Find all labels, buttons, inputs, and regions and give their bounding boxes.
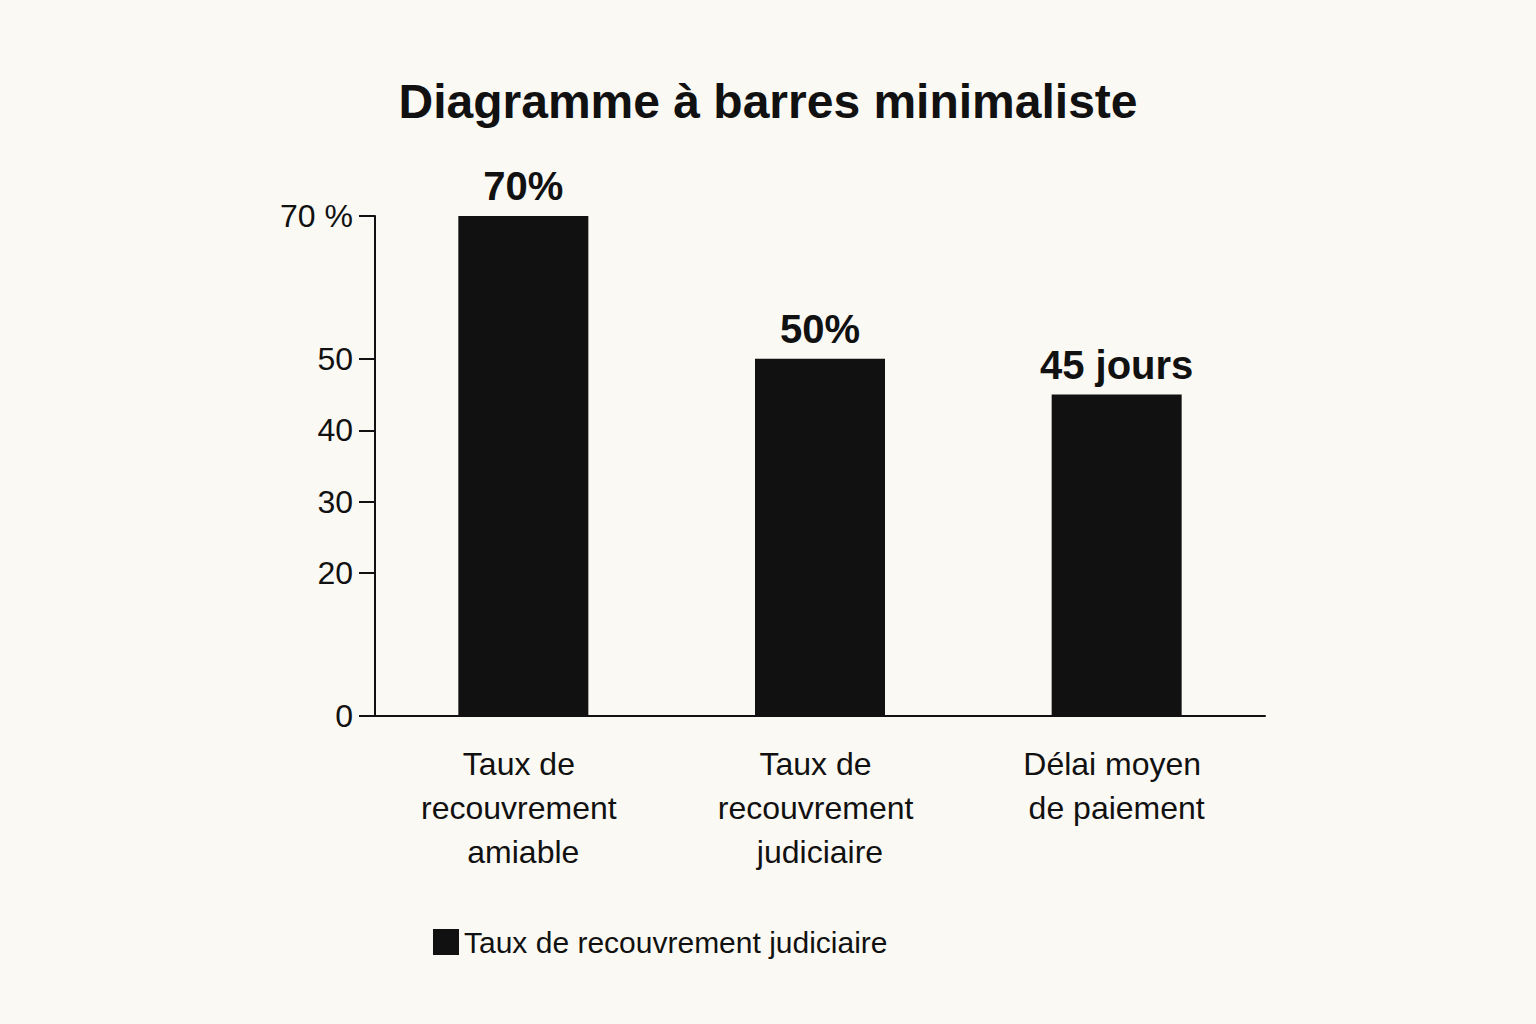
svg-text:Délai moyen: Délai moyen: [1023, 746, 1210, 782]
svg-text:Taux de: Taux de: [760, 746, 881, 782]
svg-text:de paiement: de paiement: [1029, 790, 1205, 826]
svg-text:50: 50: [317, 341, 353, 377]
svg-text:20: 20: [317, 555, 353, 591]
svg-text:70%: 70%: [483, 164, 563, 208]
svg-text:0: 0: [335, 698, 353, 734]
svg-text:50%: 50%: [780, 307, 860, 351]
svg-text:45 jours: 45 jours: [1040, 343, 1193, 387]
svg-text:amiable: amiable: [467, 834, 579, 870]
svg-text:judiciaire: judiciaire: [756, 834, 883, 870]
svg-text:Taux de: Taux de: [463, 746, 584, 782]
svg-text:recouvrement: recouvrement: [421, 790, 626, 826]
svg-text:Taux de recouvrement judiciair: Taux de recouvrement judiciaire: [464, 926, 888, 959]
svg-text:70 %: 70 %: [280, 198, 353, 234]
svg-text:30: 30: [317, 484, 353, 520]
svg-text:recouvrement: recouvrement: [718, 790, 923, 826]
svg-text:40: 40: [317, 412, 353, 448]
svg-text:Diagramme à barres minimaliste: Diagramme à barres minimaliste: [398, 75, 1137, 128]
